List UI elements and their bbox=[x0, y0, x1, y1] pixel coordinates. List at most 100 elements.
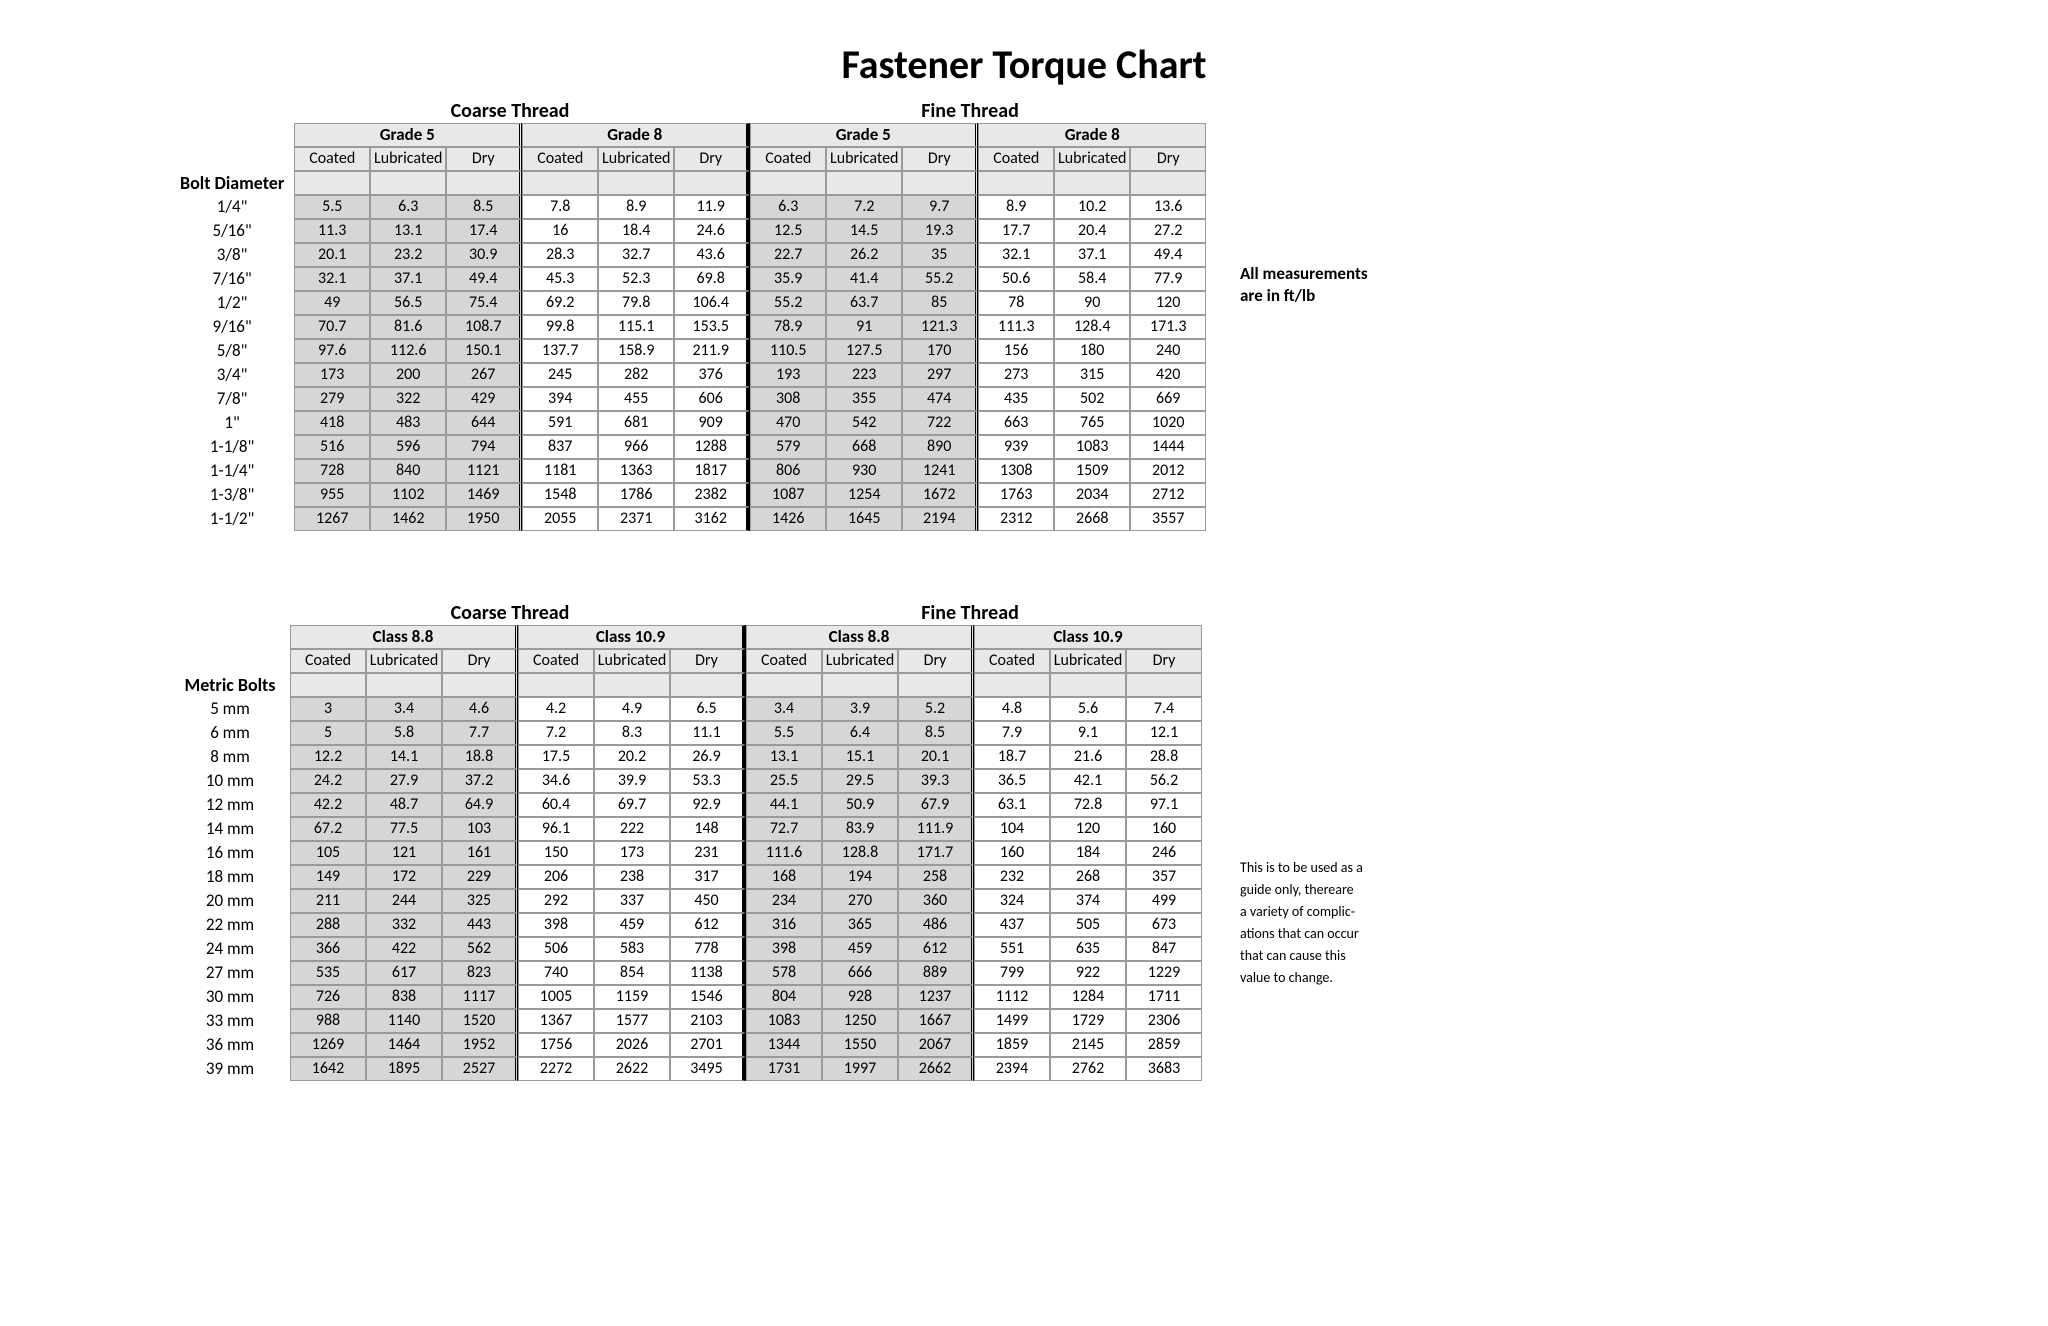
sub-header: Dry bbox=[1126, 649, 1202, 673]
data-cell: 2762 bbox=[1050, 1057, 1126, 1081]
size-label: 1-1/8" bbox=[180, 435, 294, 459]
data-cell: 171.3 bbox=[1130, 315, 1206, 339]
data-cell: 922 bbox=[1050, 961, 1126, 985]
data-cell: 240 bbox=[1130, 339, 1206, 363]
data-cell: 374 bbox=[1050, 889, 1126, 913]
group-header: Grade 8 bbox=[522, 123, 750, 147]
sub-header: Lubricated bbox=[1054, 147, 1130, 171]
data-cell: 171.7 bbox=[898, 841, 974, 865]
data-cell: 1462 bbox=[370, 507, 446, 531]
data-cell: 158.9 bbox=[598, 339, 674, 363]
data-cell: 3.4 bbox=[746, 697, 822, 721]
data-cell: 200 bbox=[370, 363, 446, 387]
sub-header: Dry bbox=[898, 649, 974, 673]
data-cell: 1159 bbox=[594, 985, 670, 1009]
data-cell: 516 bbox=[294, 435, 370, 459]
data-cell: 847 bbox=[1126, 937, 1202, 961]
data-cell: 1895 bbox=[366, 1057, 442, 1081]
size-label: 14 mm bbox=[180, 817, 290, 841]
data-cell: 41.4 bbox=[826, 267, 902, 291]
measurement-note: All measurements are in ft/lb bbox=[1240, 263, 1368, 307]
data-cell: 211.9 bbox=[674, 339, 750, 363]
group-header: Class 8.8 bbox=[290, 625, 518, 649]
metric-section: Coarse Thread Fine Thread Class 8.8Class… bbox=[180, 601, 1820, 1081]
data-cell: 17.5 bbox=[518, 745, 594, 769]
data-cell: 365 bbox=[822, 913, 898, 937]
size-label: 16 mm bbox=[180, 841, 290, 865]
data-cell: 506 bbox=[518, 937, 594, 961]
data-cell: 9.1 bbox=[1050, 721, 1126, 745]
data-cell: 20.1 bbox=[294, 243, 370, 267]
data-cell: 854 bbox=[594, 961, 670, 985]
data-cell: 1138 bbox=[670, 961, 746, 985]
data-cell: 2034 bbox=[1054, 483, 1130, 507]
sub-header: Dry bbox=[902, 147, 978, 171]
page-title: Fastener Torque Chart bbox=[0, 40, 2048, 89]
data-cell: 6.5 bbox=[670, 697, 746, 721]
data-cell: 1112 bbox=[974, 985, 1050, 1009]
data-cell: 1950 bbox=[446, 507, 522, 531]
data-cell: 180 bbox=[1054, 339, 1130, 363]
metric-table: Class 8.8Class 10.9Class 8.8Class 10.9Co… bbox=[180, 625, 1202, 1081]
data-cell: 85 bbox=[902, 291, 978, 315]
data-cell: 81.6 bbox=[370, 315, 446, 339]
data-cell: 1786 bbox=[598, 483, 674, 507]
data-cell: 55.2 bbox=[750, 291, 826, 315]
data-cell: 486 bbox=[898, 913, 974, 937]
data-cell: 437 bbox=[974, 913, 1050, 937]
data-cell: 8.5 bbox=[446, 195, 522, 219]
data-cell: 3683 bbox=[1126, 1057, 1202, 1081]
data-cell: 18.4 bbox=[598, 219, 674, 243]
group-header: Grade 5 bbox=[750, 123, 978, 147]
data-cell: 6.4 bbox=[822, 721, 898, 745]
data-cell: 161 bbox=[442, 841, 518, 865]
data-cell: 726 bbox=[290, 985, 366, 1009]
data-cell: 137.7 bbox=[522, 339, 598, 363]
group-header: Class 8.8 bbox=[746, 625, 974, 649]
data-cell: 394 bbox=[522, 387, 598, 411]
data-cell: 50.9 bbox=[822, 793, 898, 817]
data-cell: 562 bbox=[442, 937, 518, 961]
data-cell: 5.2 bbox=[898, 697, 974, 721]
data-cell: 121.3 bbox=[902, 315, 978, 339]
data-cell: 282 bbox=[598, 363, 674, 387]
data-cell: 105 bbox=[290, 841, 366, 865]
data-cell: 804 bbox=[746, 985, 822, 1009]
data-cell: 26.9 bbox=[670, 745, 746, 769]
data-cell: 2145 bbox=[1050, 1033, 1126, 1057]
data-cell: 24.2 bbox=[290, 769, 366, 793]
data-cell: 1267 bbox=[294, 507, 370, 531]
group-header: Grade 5 bbox=[294, 123, 522, 147]
data-cell: 499 bbox=[1126, 889, 1202, 913]
fine-thread-label: Fine Thread bbox=[740, 601, 1200, 625]
data-cell: 7.4 bbox=[1126, 697, 1202, 721]
data-cell: 10.2 bbox=[1054, 195, 1130, 219]
data-cell: 149 bbox=[290, 865, 366, 889]
data-cell: 12.5 bbox=[750, 219, 826, 243]
size-label: 8 mm bbox=[180, 745, 290, 769]
data-cell: 474 bbox=[902, 387, 978, 411]
size-label: 24 mm bbox=[180, 937, 290, 961]
data-cell: 150 bbox=[518, 841, 594, 865]
sub-header: Coated bbox=[522, 147, 598, 171]
data-cell: 666 bbox=[822, 961, 898, 985]
data-cell: 5.5 bbox=[294, 195, 370, 219]
data-cell: 20.4 bbox=[1054, 219, 1130, 243]
data-cell: 668 bbox=[826, 435, 902, 459]
data-cell: 106.4 bbox=[674, 291, 750, 315]
size-label: 18 mm bbox=[180, 865, 290, 889]
data-cell: 111.3 bbox=[978, 315, 1054, 339]
sub-header: Coated bbox=[294, 147, 370, 171]
data-cell: 52.3 bbox=[598, 267, 674, 291]
data-cell: 12.2 bbox=[290, 745, 366, 769]
data-cell: 91 bbox=[826, 315, 902, 339]
data-cell: 193 bbox=[750, 363, 826, 387]
sub-header: Lubricated bbox=[598, 147, 674, 171]
data-cell: 2712 bbox=[1130, 483, 1206, 507]
data-cell: 2012 bbox=[1130, 459, 1206, 483]
data-cell: 35 bbox=[902, 243, 978, 267]
data-cell: 83.9 bbox=[822, 817, 898, 841]
data-cell: 1363 bbox=[598, 459, 674, 483]
size-label: 1-1/4" bbox=[180, 459, 294, 483]
data-cell: 606 bbox=[674, 387, 750, 411]
